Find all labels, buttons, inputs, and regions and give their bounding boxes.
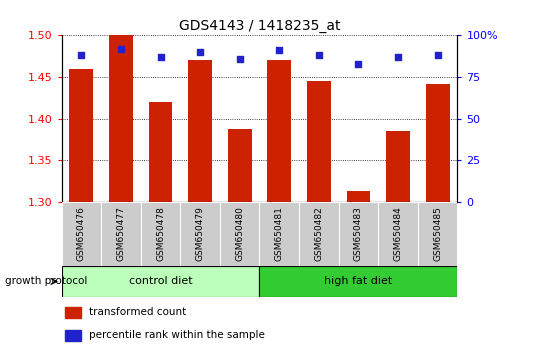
- Bar: [386, 131, 410, 202]
- Bar: [339, 202, 378, 266]
- Bar: [299, 202, 339, 266]
- Point: [196, 49, 204, 55]
- Bar: [62, 202, 101, 266]
- Point: [394, 54, 402, 60]
- Text: GSM650482: GSM650482: [315, 206, 323, 261]
- Point: [315, 52, 323, 58]
- Title: GDS4143 / 1418235_at: GDS4143 / 1418235_at: [179, 19, 340, 33]
- Text: GSM650480: GSM650480: [235, 206, 244, 261]
- Bar: [65, 330, 81, 341]
- Point: [77, 52, 86, 58]
- Bar: [378, 202, 418, 266]
- Text: GSM650483: GSM650483: [354, 206, 363, 261]
- Text: growth protocol: growth protocol: [5, 276, 88, 286]
- Text: high fat diet: high fat diet: [324, 276, 393, 286]
- Bar: [62, 266, 259, 297]
- Bar: [228, 129, 251, 202]
- Point: [433, 52, 442, 58]
- Bar: [188, 61, 212, 202]
- Text: percentile rank within the sample: percentile rank within the sample: [89, 330, 265, 341]
- Bar: [65, 307, 81, 318]
- Text: GSM650485: GSM650485: [433, 206, 442, 261]
- Bar: [347, 191, 370, 202]
- Text: GSM650481: GSM650481: [275, 206, 284, 261]
- Point: [235, 56, 244, 62]
- Text: transformed count: transformed count: [89, 307, 187, 318]
- Text: GSM650477: GSM650477: [117, 206, 125, 261]
- Bar: [307, 81, 331, 202]
- Bar: [70, 69, 93, 202]
- Bar: [101, 202, 141, 266]
- Bar: [109, 35, 133, 202]
- Bar: [220, 202, 259, 266]
- Bar: [426, 85, 449, 202]
- Text: GSM650479: GSM650479: [196, 206, 204, 261]
- Bar: [149, 102, 172, 202]
- Bar: [141, 202, 180, 266]
- Point: [117, 46, 125, 52]
- Text: control diet: control diet: [129, 276, 192, 286]
- Bar: [180, 202, 220, 266]
- Bar: [418, 202, 457, 266]
- Text: GSM650476: GSM650476: [77, 206, 86, 261]
- Point: [354, 61, 363, 67]
- Text: GSM650478: GSM650478: [156, 206, 165, 261]
- Point: [156, 54, 165, 60]
- Text: GSM650484: GSM650484: [394, 206, 402, 261]
- Bar: [259, 266, 457, 297]
- Point: [275, 47, 284, 53]
- Bar: [268, 61, 291, 202]
- Bar: [259, 202, 299, 266]
